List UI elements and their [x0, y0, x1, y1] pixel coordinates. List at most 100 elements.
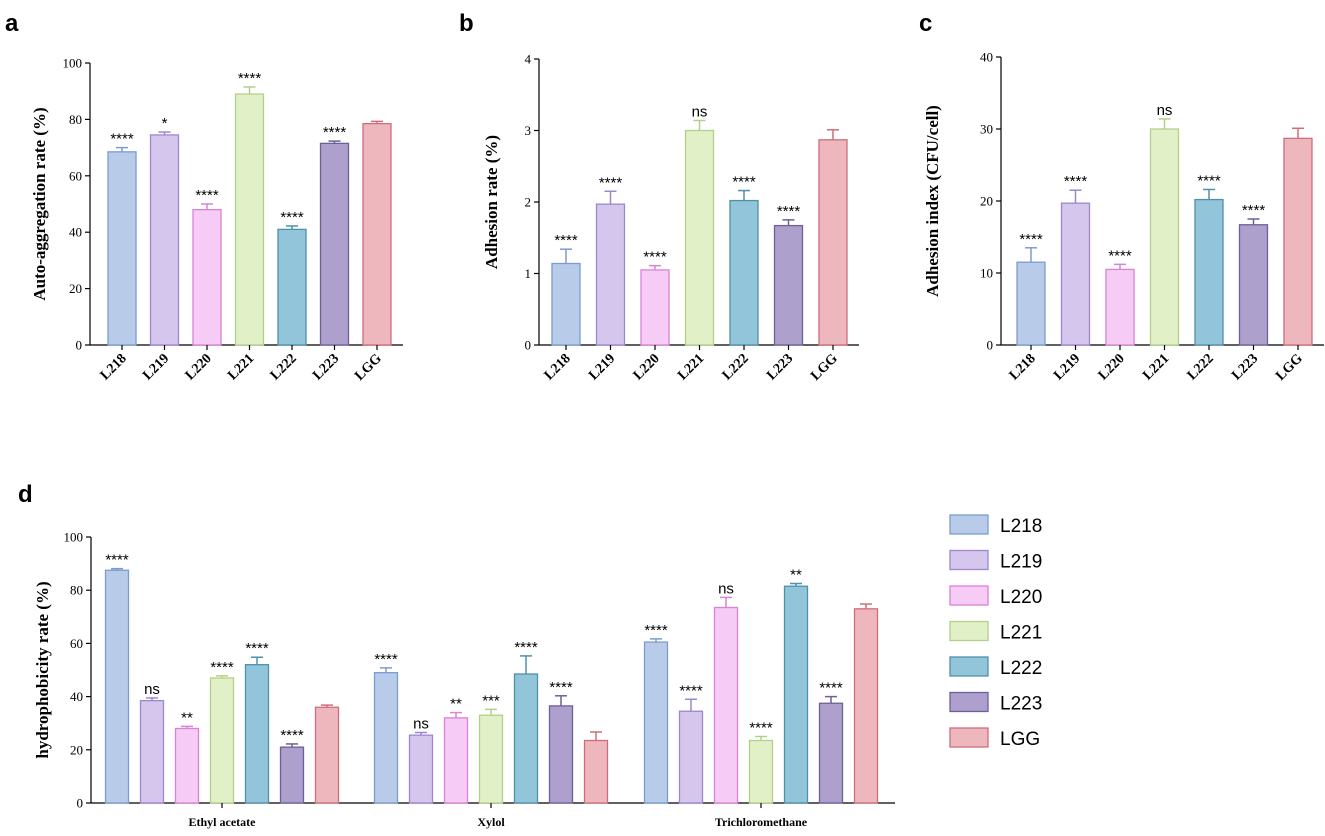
significance-label: **: [181, 709, 193, 726]
bar-l221: [1149, 128, 1180, 346]
significance-label: ****: [1019, 231, 1043, 248]
bar-l221: [209, 677, 235, 804]
y-tick-label: 80: [69, 112, 82, 127]
chart-a-auto-aggregation: 0 20 40 60 80 100 Auto-aggregation rate (%) L21…: [30, 56, 403, 384]
y-tick-label: 80: [70, 583, 83, 598]
bar-l219: [149, 134, 180, 346]
bar-l220: [1105, 268, 1135, 346]
bar-l218: [643, 641, 669, 804]
chart-c-adhesion-index: 0 10 20 30 40 Adhesion index (CFU/cell) L218 **…: [923, 50, 1324, 384]
bar-l223: [548, 705, 574, 804]
bar-l222: [1194, 198, 1224, 346]
significance-label: ****: [238, 70, 262, 87]
y-axis-label: hydrophobicity rate (%): [33, 581, 52, 758]
y-tick-label: 60: [69, 168, 82, 183]
legend-label: L220: [1000, 587, 1042, 608]
significance-label: ****: [1242, 202, 1266, 219]
x-tick-label: L219: [140, 351, 172, 383]
significance-label: ****: [245, 640, 269, 657]
significance-label: ****: [732, 174, 756, 191]
legend: L218 L219 L220 L221 L222 L223 LGG: [949, 514, 1042, 750]
bar-l220: [713, 606, 739, 804]
panel-letter-d: d: [18, 481, 33, 508]
x-tick-label: L220: [1096, 351, 1128, 383]
bar-l219: [1060, 202, 1091, 346]
bar-l222: [729, 199, 759, 346]
bar-l221: [478, 714, 504, 804]
y-axis-label: Adhesion index (CFU/cell): [923, 105, 942, 297]
chart-b-adhesion-rate: 0 1 2 3 4 Adhesion rate (%) L218 **** L219 **** L2…: [482, 52, 859, 384]
y-tick-label: 1: [525, 266, 532, 281]
significance-label: ****: [1197, 172, 1221, 189]
legend-swatch-l221: [949, 620, 989, 642]
panel-letter-c: c: [919, 10, 932, 37]
y-tick-label: 20: [980, 194, 993, 209]
legend-label: L219: [1000, 552, 1042, 573]
y-tick-label: 20: [69, 281, 82, 296]
y-tick-label: 0: [77, 796, 84, 811]
legend-swatch-l220: [949, 585, 989, 606]
legend-swatch-lgg: [949, 727, 989, 748]
significance-label: ****: [323, 124, 347, 141]
legend-swatch-l222: [949, 656, 989, 677]
significance-label: ns: [718, 580, 734, 597]
y-tick-label: 0: [987, 338, 994, 353]
bar-l218: [551, 262, 581, 346]
significance-label: ****: [644, 622, 668, 639]
bar-l222: [244, 664, 270, 804]
panel-letter-a: a: [5, 10, 19, 37]
bar-l219: [408, 734, 434, 804]
x-group-label: Xylol: [477, 815, 505, 829]
x-tick-label: L221: [225, 351, 257, 383]
bar-l218: [373, 672, 399, 804]
x-tick-label: L222: [268, 351, 300, 383]
y-tick-label: 100: [64, 530, 84, 545]
x-tick-label: L222: [720, 351, 752, 383]
legend-swatch-l223: [949, 691, 989, 713]
y-tick-label: 20: [70, 742, 83, 757]
significance-label: ****: [280, 727, 304, 744]
significance-label: ***: [482, 692, 500, 709]
bar-l218: [107, 151, 137, 346]
significance-label: ****: [374, 651, 398, 668]
bar-l221: [684, 129, 715, 346]
legend-label: LGG: [1000, 729, 1040, 750]
significance-label: ns: [1157, 102, 1173, 119]
significance-label: ns: [144, 681, 160, 698]
bar-l218: [104, 569, 130, 804]
bar-l220: [640, 269, 670, 346]
bar-l223: [773, 224, 804, 346]
legend-label: L218: [1000, 516, 1042, 537]
bar-l223: [279, 746, 305, 804]
x-group-label: Ethyl acetate: [189, 815, 257, 829]
y-tick-label: 0: [525, 338, 532, 353]
x-group-label: Trichloromethane: [715, 815, 808, 829]
bar-lgg: [314, 706, 340, 804]
bar-l219: [139, 699, 165, 804]
bar-l219: [595, 203, 626, 346]
panel-letter-b: b: [459, 10, 474, 37]
x-tick-label: L218: [98, 351, 130, 383]
x-tick-label: L222: [1185, 351, 1217, 383]
bar-l222: [783, 585, 809, 804]
significance-label: **: [790, 567, 802, 584]
bar-lgg: [1283, 137, 1313, 346]
y-tick-label: 10: [980, 266, 993, 281]
bar-l223: [818, 702, 844, 804]
y-tick-label: 2: [525, 195, 532, 210]
y-axis-label: Auto-aggregation rate (%): [30, 107, 49, 300]
y-tick-label: 60: [70, 636, 83, 651]
significance-label: ****: [210, 659, 234, 676]
bar-l221: [748, 739, 774, 804]
significance-label: ****: [643, 249, 667, 266]
x-tick-label: L219: [1051, 351, 1083, 383]
y-tick-label: 30: [980, 122, 993, 137]
significance-label: ****: [819, 680, 843, 697]
significance-label: ****: [1108, 247, 1132, 264]
bar-l223: [319, 142, 350, 346]
bar-l223: [1238, 224, 1269, 346]
bar-l219: [678, 710, 704, 804]
bar-lgg: [583, 739, 609, 804]
